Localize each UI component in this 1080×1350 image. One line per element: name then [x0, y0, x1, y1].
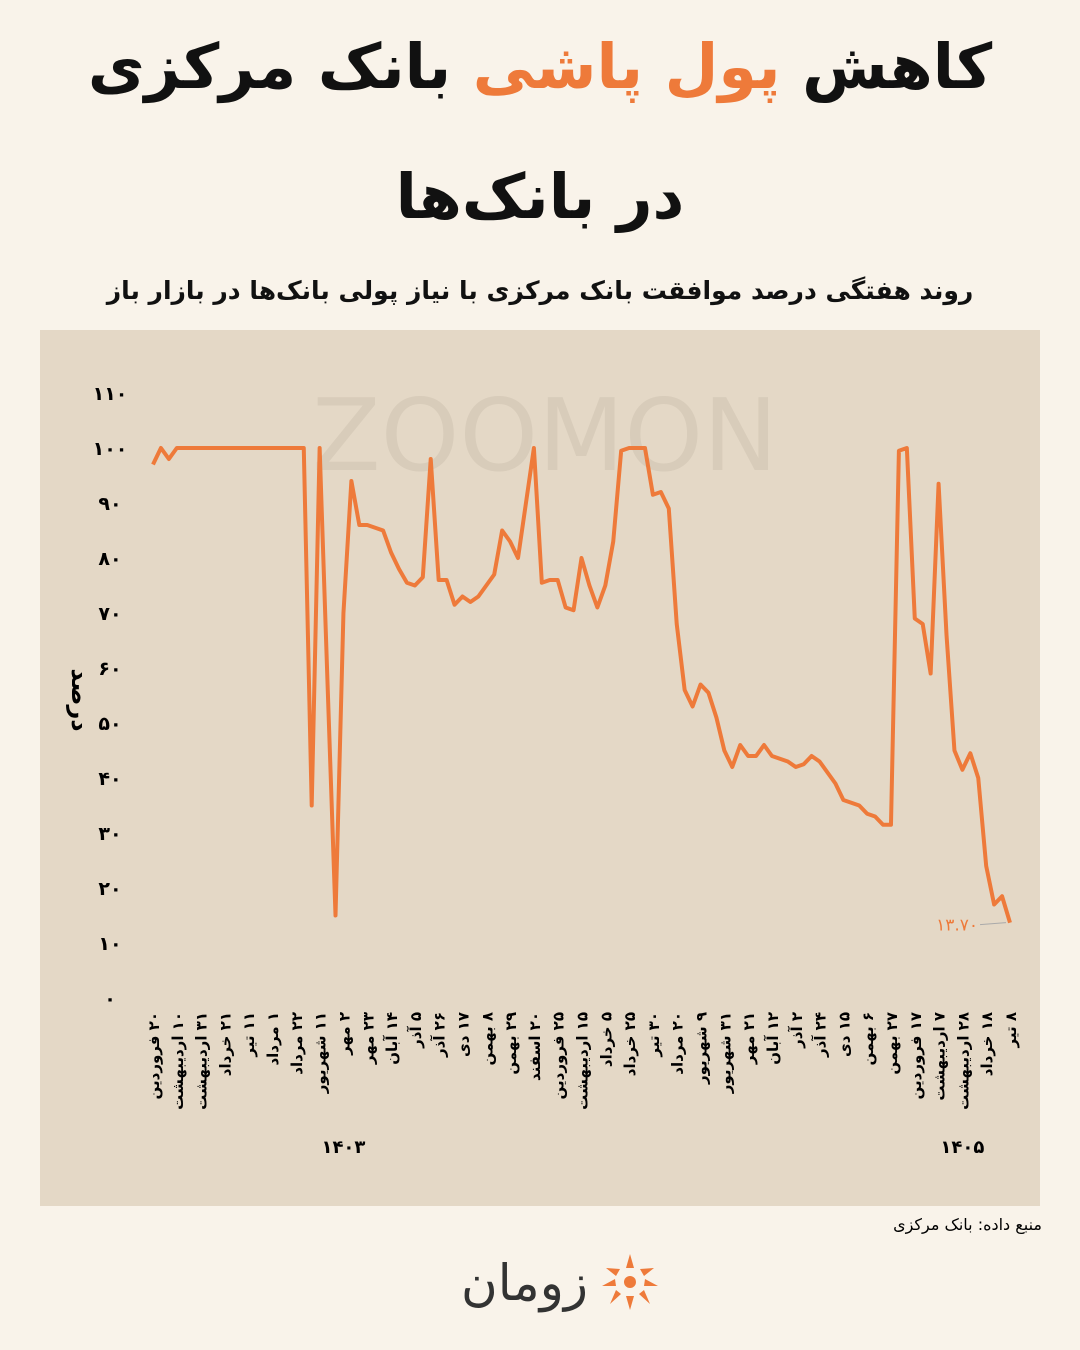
x-tick-label: ۲۲ مرداد [288, 1012, 306, 1075]
title-part: کاهش [802, 30, 993, 103]
y-axis-title: درصد [66, 668, 94, 731]
x-tick-label: ۲۷ بهمن [883, 1012, 901, 1075]
watermark: ZOOMON [312, 377, 778, 494]
y-tick-label: ۰ [104, 988, 116, 1010]
y-tick-label: ۱۰ [98, 933, 121, 955]
y-tick-label: ۱۰۰ [93, 438, 128, 460]
y-tick-label: ۳۰ [98, 823, 121, 845]
x-tick-label: ۵ آذر [407, 1012, 425, 1049]
x-tick-label: ۲۰ اسفند [526, 1012, 544, 1081]
x-tick-label: ۱۵ اردیبهشت [574, 1012, 592, 1110]
x-tick-label: ۷ اردیبهشت [931, 1012, 949, 1101]
year-label: ۱۴۰۳ [321, 1137, 365, 1158]
y-tick-label: ۶۰ [98, 658, 121, 680]
label-leader [979, 922, 1007, 926]
y-tick-label: ۵۰ [98, 713, 121, 735]
x-tick-label: ۲۱ مهر [740, 1012, 758, 1065]
x-tick-label: ۱۱ شهریور [312, 1012, 330, 1094]
x-tick-label: ۲۵ خرداد [621, 1012, 639, 1076]
line [151, 446, 1012, 924]
plot-panel [40, 330, 1040, 1206]
title: کاهش پول پاشی بانک مرکزی [0, 30, 1080, 103]
x-tick-label: ۱۷ دی [454, 1012, 472, 1057]
x-tick-label: ۱۱ تیر [240, 1012, 258, 1058]
x-tick-label: ۳۱ شهریور [716, 1012, 734, 1094]
x-tick-label: ۸ بهمن [478, 1012, 496, 1065]
x-tick-label: ۲۰ فروردین [145, 1012, 163, 1099]
year-label: ۱۴۰۵ [940, 1137, 984, 1158]
y-tick-label: ۱۱۰ [93, 383, 128, 405]
x-tick-label: ۲۴ آذر [812, 1012, 830, 1058]
x-tick-label: ۲۸ اردیبهشت [954, 1012, 972, 1110]
x-tick-label: ۳۱ اردیبهشت [193, 1012, 211, 1110]
title-line2: در بانک‌ها [395, 160, 685, 233]
source: منبع داده: بانک مرکزی [893, 1215, 1042, 1235]
x-tick-label: ۲۵ فروردین [550, 1012, 568, 1099]
y-tick-label: ۲۰ [98, 878, 121, 900]
x-tick-label: ۶ بهمن [859, 1012, 877, 1065]
brand-icon [602, 1254, 658, 1310]
y-tick-label: ۹۰ [98, 493, 121, 515]
x-tick-label: ۲۶ آذر [431, 1012, 449, 1058]
value-label: ۱۳.۷۰ [936, 916, 978, 936]
x-tick-label: ۲ آذر [788, 1012, 806, 1049]
x-tick-label: ۲۰ مرداد [669, 1012, 687, 1075]
x-tick-label: ۱۲ آبان [764, 1012, 782, 1065]
x-tick-label: ۲ مهر [335, 1012, 353, 1056]
y-tick-label: ۴۰ [98, 768, 121, 790]
x-tick-label: ۹ شهریور [693, 1012, 711, 1085]
x-tick-label: ۱۴ آبان [383, 1012, 401, 1065]
y-tick-label: ۷۰ [98, 603, 121, 625]
title-part: بانک مرکزی [87, 30, 452, 103]
title-highlight: پول پاشی [472, 30, 781, 103]
x-tick-label: ۱ مرداد [264, 1012, 282, 1066]
x-tick-label: ۲۳ مهر [359, 1012, 377, 1065]
subtitle: روند هفتگی درصد موافقت بانک مرکزی با نیا… [106, 276, 974, 305]
x-tick-label: ۱۵ دی [835, 1012, 853, 1057]
x-tick-label: ۱۷ فروردین [907, 1012, 925, 1099]
x-tick-label: ۱۸ خرداد [978, 1012, 996, 1076]
x-tick-label: ۲۹ بهمن [502, 1012, 520, 1075]
y-tick-label: ۸۰ [98, 548, 121, 570]
x-tick-label: ۱۰ اردیبهشت [169, 1012, 187, 1110]
brand: زومان [461, 1254, 588, 1313]
x-tick-label: ۲۱ خرداد [216, 1012, 234, 1076]
x-tick-label: ۵ خرداد [597, 1012, 615, 1067]
x-tick-label: ۳۰ تیر [645, 1012, 663, 1058]
x-tick-label: ۸ تیر [1002, 1012, 1020, 1048]
